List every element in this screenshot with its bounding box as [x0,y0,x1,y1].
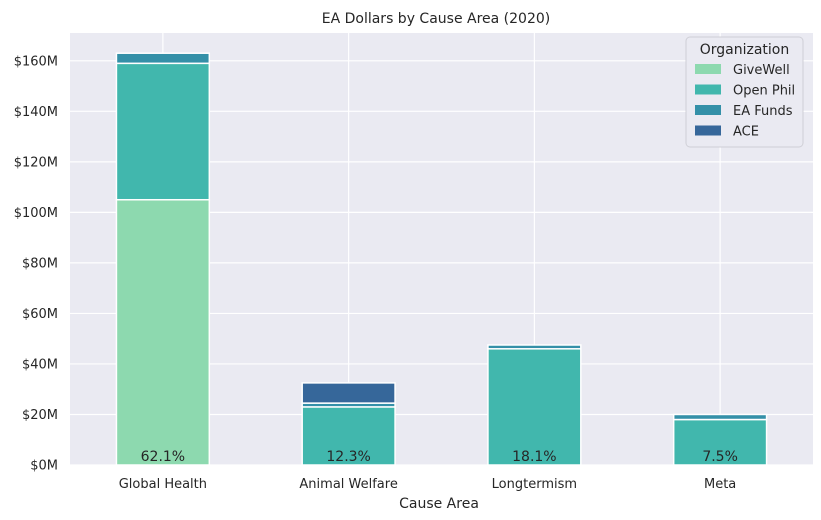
legend-label: Open Phil [733,84,795,99]
y-tick-label: $20M [22,408,58,423]
bar-label: 12.3% [326,449,370,465]
legend-swatch [695,125,721,136]
bar-label: 62.1% [141,449,185,465]
legend-title: Organization [700,42,790,58]
y-tick-label: $60M [22,307,58,322]
x-tick-label: Longtermism [492,477,577,492]
bar-segment [115,52,211,65]
legend-swatch [695,84,721,95]
bars [115,52,768,466]
bar-segment [487,348,582,466]
y-tick-label: $100M [14,206,58,221]
y-axis-ticks: $0M $20M $40M $60M $80M $100M $120M $140M $160M [14,54,58,473]
y-tick-label: $80M [22,256,58,271]
chart-title: EA Dollars by Cause Area (2020) [322,11,551,27]
x-axis-label: Cause Area [399,496,479,512]
x-axis-ticks: Global Health Animal Welfare Longtermism Me… [119,477,737,492]
legend: Organization GiveWell Open Phil EA Funds ACE [685,36,804,148]
legend-label: ACE [733,125,759,140]
x-tick-label: Global Health [119,477,207,492]
y-tick-label: $120M [14,155,58,170]
bar-labels: 62.1% 12.3% 18.1% 7.5% [141,449,738,465]
bar-label: 7.5% [702,449,738,465]
legend-label: GiveWell [733,63,790,78]
x-tick-label: Animal Welfare [299,477,397,492]
bar-segment [672,413,768,421]
y-tick-label: $0M [30,459,58,474]
bar-segment [115,62,211,201]
bar-segment [301,382,396,404]
bar-segment [115,198,211,466]
y-tick-label: $160M [14,54,58,69]
legend-swatch [695,64,721,74]
y-tick-label: $40M [22,357,58,372]
x-tick-label: Meta [704,477,736,492]
legend-label: EA Funds [733,104,793,119]
bar-segment [487,344,582,350]
legend-swatch [695,105,721,115]
bar-label: 18.1% [512,449,556,465]
y-tick-label: $140M [14,105,58,120]
